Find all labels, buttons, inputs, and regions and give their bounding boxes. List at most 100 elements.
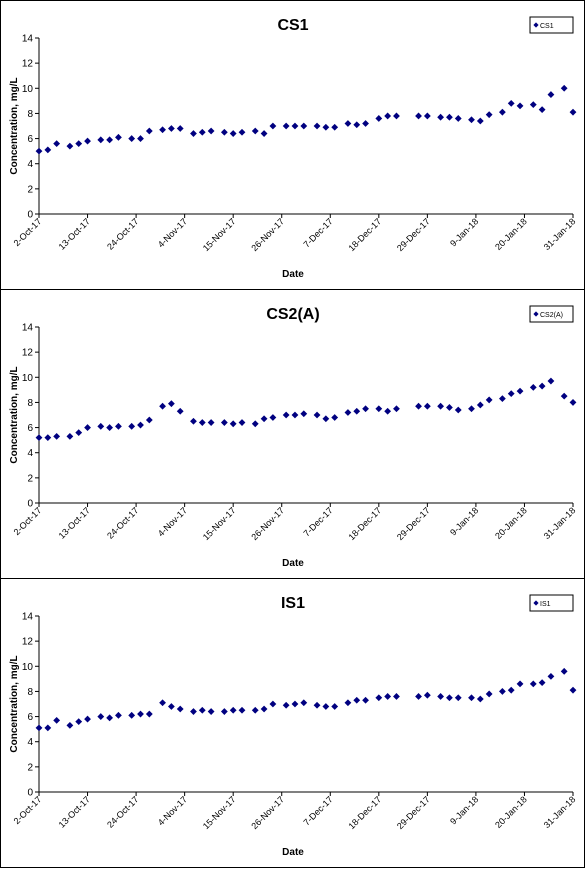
data-point <box>446 113 453 121</box>
x-tick-label: 13-Oct-17 <box>57 216 92 251</box>
data-point <box>220 128 228 136</box>
legend-marker-icon <box>533 311 539 317</box>
data-point <box>529 101 537 109</box>
data-point <box>229 706 237 714</box>
y-tick-label: 6 <box>27 134 33 145</box>
x-tick-label: 24-Oct-17 <box>105 794 140 829</box>
chart-title: IS1 <box>281 595 305 612</box>
data-point <box>53 716 61 724</box>
data-point <box>128 711 136 719</box>
data-point <box>75 140 83 147</box>
data-point <box>331 123 339 131</box>
data-point <box>198 128 206 136</box>
legend-label: CS2(A) <box>540 312 563 319</box>
data-point <box>190 417 197 425</box>
chart-cs2a: CS2(A) 0 2 4 6 8 10 12 14 2-Oct-17 13-Oct-17 24-Oct… <box>9 305 578 569</box>
y-tick-label: 12 <box>22 637 34 648</box>
data-point <box>97 422 105 430</box>
data-point <box>115 133 122 141</box>
y-tick-label: 6 <box>27 423 33 434</box>
x-tick-label: 4-Nov-17 <box>156 794 189 827</box>
data-point <box>282 701 290 709</box>
y-tick-label: 10 <box>22 662 34 673</box>
legend-box <box>529 594 574 612</box>
y-tick-label: 2 <box>27 473 33 484</box>
data-point <box>84 424 91 431</box>
y-tick-label: 4 <box>27 159 33 170</box>
data-point <box>260 705 268 713</box>
data-point <box>137 710 144 718</box>
data-point <box>251 420 259 428</box>
data-point <box>476 695 484 703</box>
data-point <box>159 699 166 707</box>
data-point <box>167 703 175 710</box>
x-tick-label: 2-Oct-17 <box>12 216 44 248</box>
y-tick-label: 8 <box>27 398 33 409</box>
data-point <box>415 112 422 120</box>
data-point <box>44 724 52 732</box>
chart-panel-is1: IS1 0 2 4 6 8 10 12 14 2-Oct-17 13-Oct-17 24-Oct-17… <box>0 578 585 868</box>
data-point <box>128 422 136 430</box>
data-point <box>344 409 352 416</box>
data-point <box>291 700 299 708</box>
y-tick-label: 8 <box>27 109 33 120</box>
data-point <box>446 404 453 411</box>
x-axis-title: Date <box>282 558 304 569</box>
data-point <box>437 113 445 121</box>
data-point <box>251 127 259 135</box>
x-tick-label: 26-Nov-17 <box>249 505 286 542</box>
data-point <box>66 142 74 150</box>
x-tick-label: 15-Nov-17 <box>201 794 238 831</box>
y-tick-label: 0 <box>27 210 33 221</box>
data-point <box>507 686 515 694</box>
x-tick-label: 31-Jan-18 <box>542 794 578 830</box>
y-tick-label: 8 <box>27 687 33 698</box>
data-point <box>44 434 52 442</box>
x-tick-label: 20-Jan-18 <box>493 505 529 541</box>
y-tick-label: 14 <box>22 34 34 45</box>
x-tick-label: 2-Oct-17 <box>12 505 44 537</box>
data-point <box>269 414 277 421</box>
x-tick-label: 24-Oct-17 <box>105 505 140 540</box>
data-point <box>53 140 61 147</box>
data-point <box>468 405 475 413</box>
data-point <box>569 108 577 116</box>
legend-box <box>529 305 574 323</box>
x-tick-label: 7-Dec-17 <box>301 216 334 249</box>
x-tick-label: 29-Dec-17 <box>395 794 432 831</box>
chart-panel-cs1: CS1 0 2 4 6 8 10 12 14 2-Oct-17 13-Oct-17 24-Oct-17… <box>0 0 585 290</box>
data-point <box>454 694 462 702</box>
data-point <box>229 130 237 137</box>
data-point <box>353 407 361 415</box>
x-tick-label: 29-Dec-17 <box>395 216 432 253</box>
x-tick-label: 4-Nov-17 <box>156 216 189 249</box>
x-tick-label: 26-Nov-17 <box>249 794 286 831</box>
data-point <box>190 130 197 137</box>
x-tick-label: 4-Nov-17 <box>156 505 189 538</box>
x-axis-title: Date <box>282 269 304 280</box>
data-point <box>207 419 215 426</box>
data-point <box>344 120 352 127</box>
x-tick-label: 18-Dec-17 <box>346 505 383 542</box>
y-tick-label: 14 <box>22 323 34 334</box>
data-point <box>516 680 524 688</box>
y-tick-label: 14 <box>22 612 34 623</box>
data-point <box>507 99 515 107</box>
y-tick-label: 2 <box>27 762 33 773</box>
data-point <box>300 410 308 418</box>
data-point <box>529 680 537 688</box>
data-point <box>538 679 546 687</box>
y-axis-title: Concentration, mg/L <box>9 366 20 463</box>
data-point <box>322 123 330 131</box>
y-tick-label: 4 <box>27 448 33 459</box>
data-point <box>362 405 369 413</box>
data-point <box>115 711 122 719</box>
x-tick-label: 20-Jan-18 <box>493 216 529 252</box>
data-point <box>362 696 369 704</box>
data-point <box>167 400 175 408</box>
data-point <box>291 122 299 130</box>
data-point <box>238 419 246 426</box>
data-point <box>220 708 228 715</box>
data-point <box>547 377 555 385</box>
x-tick-label: 31-Jan-18 <box>542 505 578 541</box>
